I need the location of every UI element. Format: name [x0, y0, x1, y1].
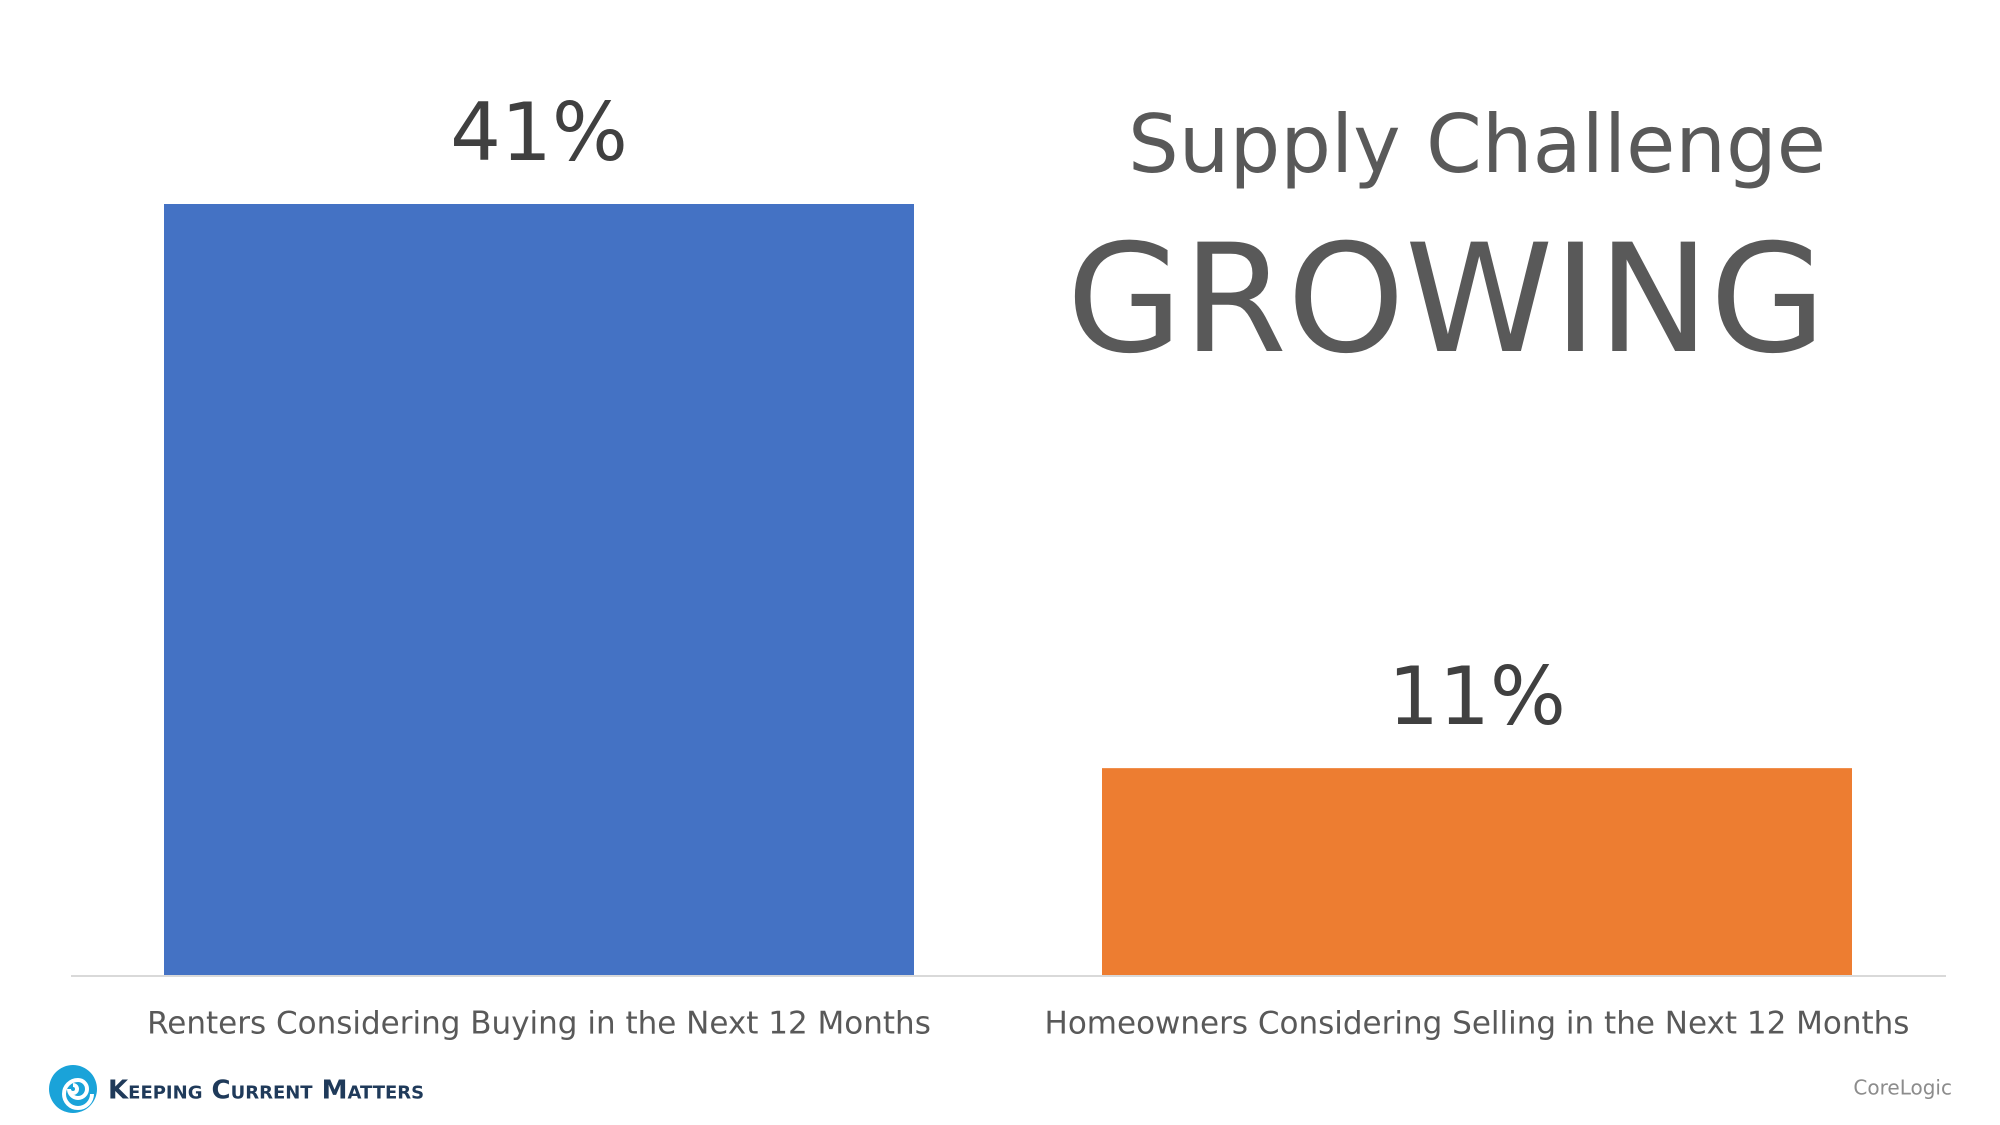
- chart-title: Supply Challenge: [1128, 98, 1826, 191]
- x-tick-label: Renters Considering Buying in the Next 1…: [147, 1006, 931, 1042]
- logo: Keeping Current Matters: [49, 1065, 424, 1113]
- source: CoreLogic: [1853, 1076, 1952, 1100]
- logo-swirl: [62, 1077, 94, 1110]
- value-label: 11%: [1388, 650, 1566, 743]
- bar: [1102, 768, 1852, 975]
- bar: [164, 204, 914, 975]
- logo-text: Keeping Current Matters: [108, 1076, 424, 1106]
- x-tick-label: Homeowners Considering Selling in the Ne…: [1045, 1006, 1910, 1042]
- logo-icon: [49, 1065, 97, 1113]
- chart-subtitle: GROWING: [1066, 213, 1826, 387]
- value-label: 41%: [450, 86, 628, 179]
